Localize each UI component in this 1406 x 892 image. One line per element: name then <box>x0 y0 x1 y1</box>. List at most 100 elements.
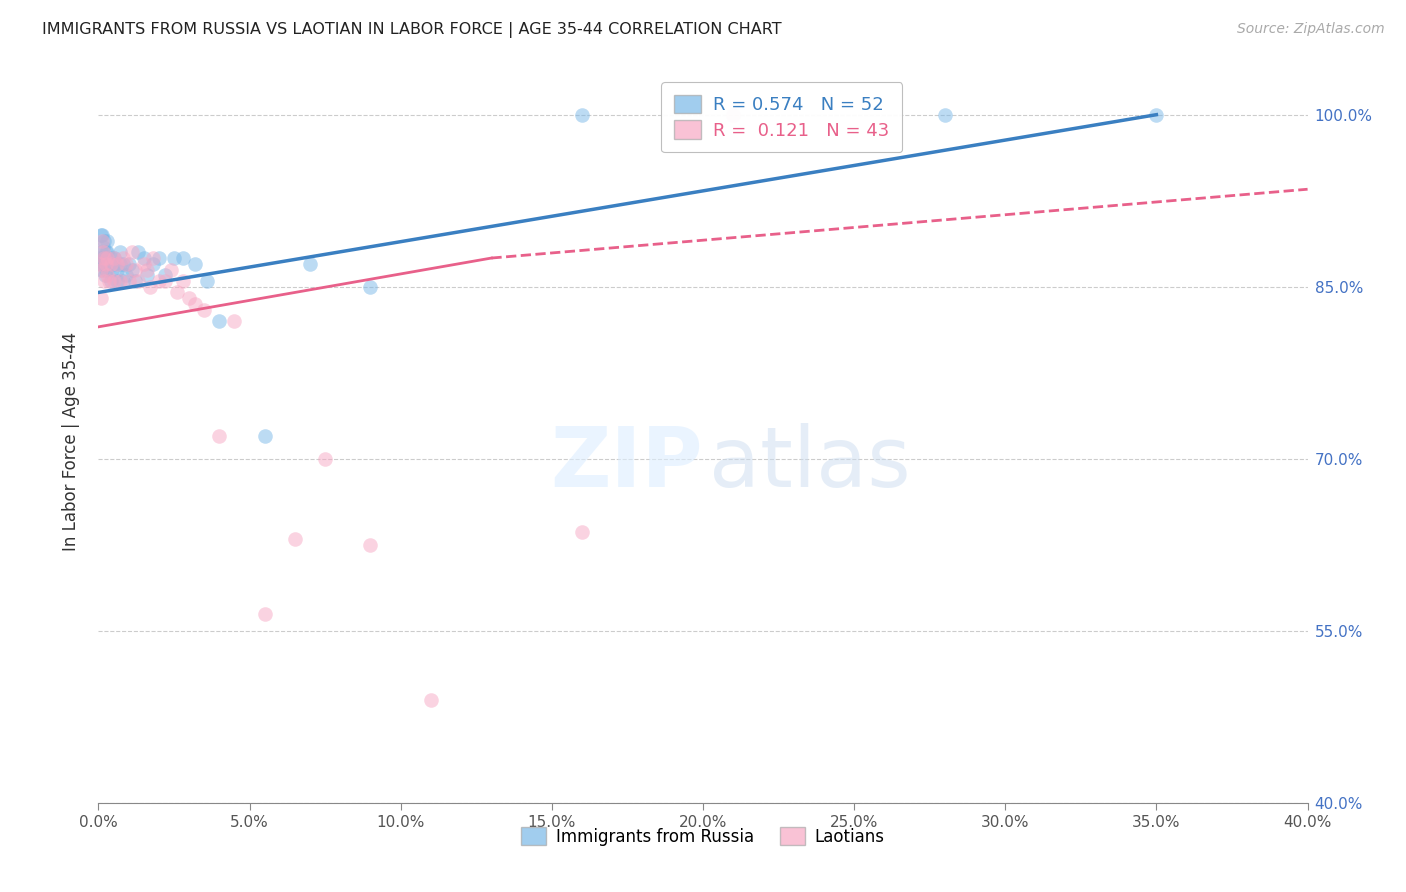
Point <box>193 302 215 317</box>
Point <box>94 268 117 283</box>
Point <box>208 314 231 328</box>
Point <box>90 245 112 260</box>
Point <box>132 257 155 271</box>
Point <box>90 291 112 305</box>
Point <box>100 251 122 265</box>
Point <box>253 607 276 621</box>
Point <box>224 314 246 328</box>
Point <box>1144 108 1167 122</box>
Point <box>93 234 115 248</box>
Point <box>153 274 176 288</box>
Point <box>360 279 382 293</box>
Point <box>420 692 443 706</box>
Text: atlas: atlas <box>709 423 911 504</box>
Point <box>90 228 112 243</box>
Point <box>108 274 131 288</box>
Point <box>105 257 128 271</box>
Point <box>114 257 136 271</box>
Point <box>184 257 207 271</box>
Point <box>90 262 112 277</box>
Point <box>96 245 118 260</box>
Point <box>111 274 134 288</box>
Point <box>105 262 128 277</box>
Point <box>135 262 157 277</box>
Point <box>127 274 149 288</box>
Point <box>91 234 114 248</box>
Point <box>172 251 194 265</box>
Point <box>571 108 593 122</box>
Point <box>253 429 276 443</box>
Text: Source: ZipAtlas.com: Source: ZipAtlas.com <box>1237 22 1385 37</box>
Text: IMMIGRANTS FROM RUSSIA VS LAOTIAN IN LABOR FORCE | AGE 35-44 CORRELATION CHART: IMMIGRANTS FROM RUSSIA VS LAOTIAN IN LAB… <box>42 22 782 38</box>
Text: ZIP: ZIP <box>551 423 703 504</box>
Point <box>208 429 231 443</box>
Y-axis label: In Labor Force | Age 35-44: In Labor Force | Age 35-44 <box>62 332 80 551</box>
Point <box>108 257 131 271</box>
Point <box>93 274 115 288</box>
Point <box>121 245 143 260</box>
Point <box>90 257 112 271</box>
Point <box>148 274 170 288</box>
Point <box>284 532 307 546</box>
Point <box>153 268 176 283</box>
Point <box>111 251 134 265</box>
Point <box>179 291 201 305</box>
Point <box>934 108 956 122</box>
Legend: Immigrants from Russia, Laotians: Immigrants from Russia, Laotians <box>515 821 891 852</box>
Point <box>98 274 121 288</box>
Point <box>163 251 186 265</box>
Point <box>135 268 157 283</box>
Point <box>93 257 115 271</box>
Point <box>101 262 124 277</box>
Point <box>100 274 122 288</box>
Point <box>96 257 118 271</box>
Point <box>96 251 118 265</box>
Point <box>111 257 134 271</box>
Point <box>91 245 114 260</box>
Point <box>94 251 117 265</box>
Point <box>103 257 125 271</box>
Point <box>108 245 131 260</box>
Point <box>166 285 188 300</box>
Point <box>314 451 336 466</box>
Point <box>127 245 149 260</box>
Point <box>91 251 114 265</box>
Point <box>103 251 125 265</box>
Point <box>103 274 125 288</box>
Point <box>142 251 165 265</box>
Point <box>121 262 143 277</box>
Point <box>98 257 121 271</box>
Point <box>124 262 146 277</box>
Point <box>105 274 128 288</box>
Point <box>124 274 146 288</box>
Point <box>103 251 125 265</box>
Point <box>94 257 117 271</box>
Point <box>94 262 117 277</box>
Point <box>118 274 141 288</box>
Point <box>184 297 207 311</box>
Point <box>94 245 117 260</box>
Point <box>172 274 194 288</box>
Point <box>100 257 122 271</box>
Point <box>160 262 183 277</box>
Point <box>96 234 118 248</box>
Point <box>723 108 745 122</box>
Point <box>142 257 165 271</box>
Point <box>93 251 115 265</box>
Point <box>360 538 382 552</box>
Point <box>195 274 218 288</box>
Point <box>139 279 162 293</box>
Point <box>91 239 114 253</box>
Point <box>89 257 111 271</box>
Point <box>91 262 114 277</box>
Point <box>114 268 136 283</box>
Point <box>96 251 118 265</box>
Point <box>93 251 115 265</box>
Point <box>91 228 114 243</box>
Point <box>571 525 593 540</box>
Point <box>96 268 118 283</box>
Point <box>148 251 170 265</box>
Point <box>299 257 322 271</box>
Point <box>118 257 141 271</box>
Point <box>89 251 111 265</box>
